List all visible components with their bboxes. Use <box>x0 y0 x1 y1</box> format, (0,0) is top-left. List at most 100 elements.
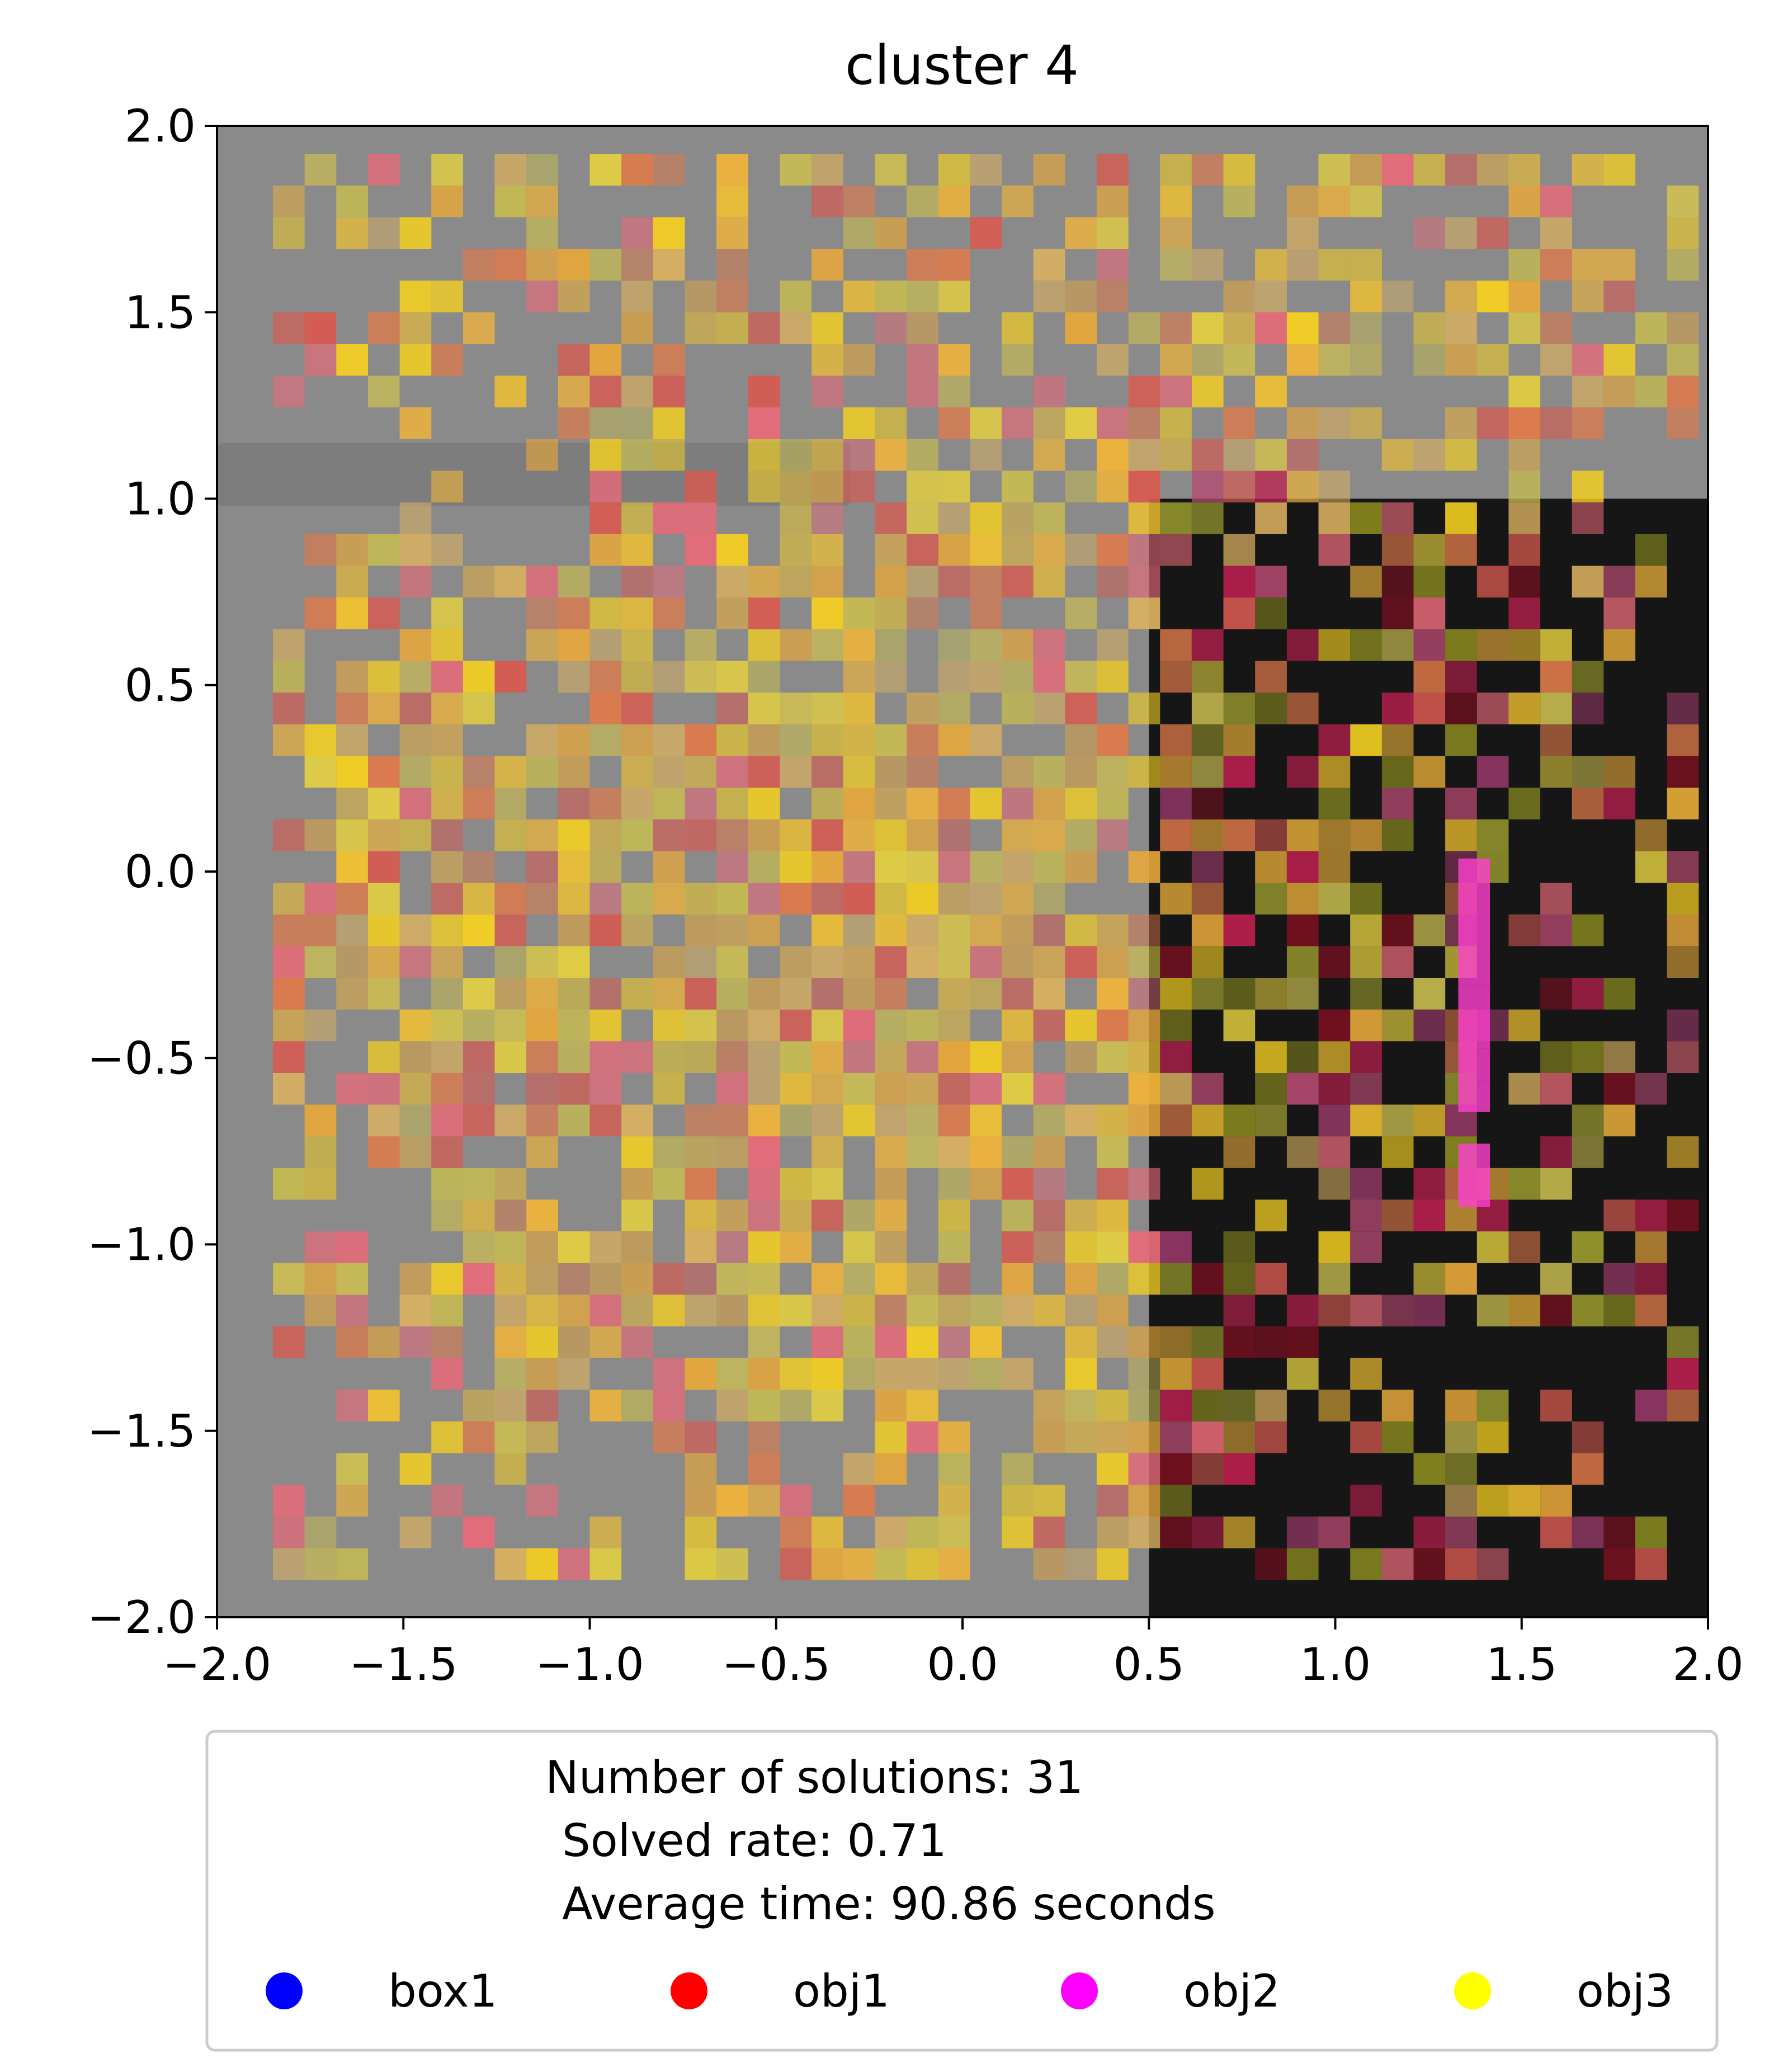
heat-cell <box>685 534 717 566</box>
heat-cell <box>1603 1200 1635 1232</box>
heat-cell <box>1382 281 1414 313</box>
heat-cell <box>1002 1136 1034 1168</box>
heat-cell <box>1097 439 1129 471</box>
heat-cell <box>1002 1485 1034 1517</box>
heat-cell <box>305 1517 337 1548</box>
heat-cell <box>938 376 970 408</box>
heat-cell <box>526 217 558 249</box>
heat-cell <box>685 788 717 820</box>
heat-cell <box>1540 1517 1572 1548</box>
heat-cell <box>336 597 368 629</box>
heat-cell <box>1224 1295 1256 1327</box>
heat-cell <box>1603 1548 1635 1580</box>
heat-cell <box>526 1010 558 1042</box>
heat-cell <box>685 471 717 503</box>
y-tick-label: 0.0 <box>125 846 196 898</box>
heat-cell <box>463 1041 495 1073</box>
heat-cell <box>495 1295 527 1327</box>
heat-cell <box>843 186 875 218</box>
heat-cell <box>621 312 653 344</box>
heat-cell <box>1192 629 1224 661</box>
heat-cell <box>368 978 400 1010</box>
legend-label-box1: box1 <box>388 1965 498 2017</box>
heat-cell <box>336 1326 368 1358</box>
heat-cell <box>1160 1390 1192 1421</box>
heat-cell <box>1445 534 1477 566</box>
heat-cell <box>812 471 843 503</box>
heat-cell <box>1192 154 1224 186</box>
heat-cell <box>748 1136 780 1168</box>
heat-cell <box>1287 471 1319 503</box>
heat-cell <box>716 788 748 820</box>
heat-cell <box>305 724 337 756</box>
heat-cell <box>970 407 1002 439</box>
heat-cell <box>1508 693 1540 724</box>
heat-cell <box>1129 915 1160 946</box>
heat-cell <box>1287 629 1319 661</box>
heat-cell <box>1477 1390 1509 1421</box>
heat-cell <box>1667 1326 1699 1358</box>
heat-cell <box>812 502 843 534</box>
heat-cell <box>1002 915 1034 946</box>
heat-cell <box>875 883 907 915</box>
heat-cell <box>653 597 685 629</box>
heat-cell <box>1097 629 1129 661</box>
heat-cell <box>907 946 938 978</box>
heat-cell <box>495 1010 527 1042</box>
heat-cell <box>368 883 400 915</box>
heat-cell <box>907 1295 938 1327</box>
heat-cell <box>1572 978 1604 1010</box>
heat-cell <box>780 883 812 915</box>
heat-cell <box>1097 1231 1129 1263</box>
heat-cell <box>621 407 653 439</box>
heat-cell <box>1508 788 1540 820</box>
heat-cell <box>907 1010 938 1042</box>
heat-cell <box>1350 724 1382 756</box>
x-tick-label: −0.5 <box>722 1638 831 1690</box>
heat-cell <box>1224 915 1256 946</box>
heat-cell <box>716 1485 748 1517</box>
heat-cell <box>305 915 337 946</box>
heat-cell <box>590 1548 622 1580</box>
heat-cell <box>463 756 495 788</box>
heat-cell <box>1477 344 1509 376</box>
heat-cell <box>1572 1517 1604 1548</box>
heat-cell <box>1192 820 1224 851</box>
heat-cell <box>1540 693 1572 724</box>
heat-cell <box>1224 724 1256 756</box>
heat-cell <box>1414 1200 1446 1232</box>
heat-cell <box>431 1168 463 1200</box>
heat-cell <box>1160 788 1192 820</box>
heat-cell <box>748 1041 780 1073</box>
heat-cell <box>1508 471 1540 503</box>
heat-cell <box>1255 820 1287 851</box>
heat-cell <box>938 1326 970 1358</box>
heat-cell <box>1508 1073 1540 1105</box>
heat-cell <box>875 978 907 1010</box>
heat-cell <box>685 281 717 313</box>
heat-cell <box>1034 1073 1065 1105</box>
legend-stats-line-3: Average time: 90.86 seconds <box>562 1878 1216 1930</box>
heat-cell <box>1224 312 1256 344</box>
heat-cell <box>1350 1010 1382 1042</box>
heat-cell <box>1255 281 1287 313</box>
heat-cell <box>716 851 748 883</box>
heat-cell <box>558 1263 590 1295</box>
heat-cell <box>1129 1231 1160 1263</box>
heat-cell <box>938 1136 970 1168</box>
heat-cell <box>590 154 622 186</box>
heat-cell <box>1350 1073 1382 1105</box>
heat-cell <box>653 566 685 598</box>
heat-cell <box>875 851 907 883</box>
heat-cell <box>495 1548 527 1580</box>
heat-cell <box>1382 502 1414 534</box>
heat-cell <box>1382 534 1414 566</box>
heat-cell <box>1445 1548 1477 1580</box>
heat-cell <box>431 1010 463 1042</box>
heat-cell <box>368 1136 400 1168</box>
heat-cell <box>1635 820 1667 851</box>
heat-cell <box>938 788 970 820</box>
heat-cell <box>1255 1263 1287 1295</box>
heat-cell <box>1160 978 1192 1010</box>
heat-cell <box>273 1010 305 1042</box>
